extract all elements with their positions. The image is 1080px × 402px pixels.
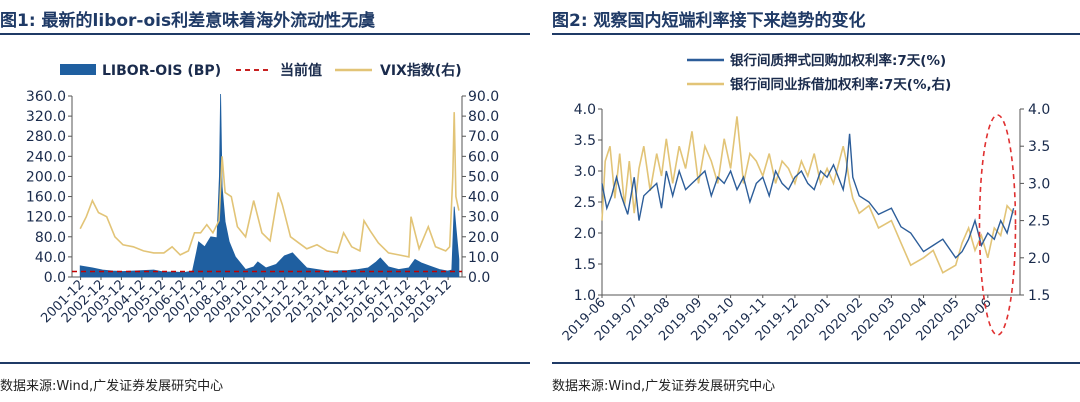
right-axis-tick-label: 4.0 <box>1028 102 1050 118</box>
legend-current-label: 当前值 <box>280 62 322 79</box>
left-axis-tick-label: 280.0 <box>26 129 66 145</box>
figure-1-bottom-rule <box>0 362 530 364</box>
right-axis-tick-label: 20.0 <box>468 230 499 246</box>
right-axis-tick-label: 60.0 <box>468 149 499 165</box>
right-axis-tick-label: 50.0 <box>468 169 499 185</box>
figure-1-title: 图1: 最新的libor-ois利差意味着海外流动性无虞 <box>0 11 376 31</box>
right-axis-tick-label: 80.0 <box>468 109 499 125</box>
figure-1-chart: 0.0 40.0 80.0 120.0 160.0 200.0 240.0 280.0 320.… <box>26 62 499 326</box>
left-axis-tick-label: 4.0 <box>574 102 596 118</box>
right-axis-tick-label: 40.0 <box>468 190 499 206</box>
left-axis-tick-label: 80.0 <box>35 230 66 246</box>
legend-vix-label: VIX指数(右) <box>380 62 462 79</box>
left-axis-tick-label: 0.0 <box>44 270 66 286</box>
repo-rate-line <box>601 133 1015 259</box>
figure-2-chart: 1.01.52.02.53.03.54.01.52.02.53.03.54.02… <box>560 52 1050 344</box>
vix-line <box>79 112 460 258</box>
left-axis-tick-label: 3.5 <box>574 133 596 149</box>
left-axis-tick-label: 2.5 <box>574 195 596 211</box>
figure-2-panel: 图2: 观察国内短端利率接下来趋势的变化 1.0 1.5 2.0 2.5 3.0 3.5 4… <box>552 0 1080 402</box>
left-axis-tick-label: 1.5 <box>574 257 596 273</box>
right-axis-tick-label: 0.0 <box>468 270 490 286</box>
legend-lending-label: 银行间同业拆借加权利率:7天(%,右) <box>730 76 951 93</box>
figure-2-bottom-rule <box>552 362 1080 364</box>
left-axis-tick-label: 320.0 <box>26 109 66 125</box>
libor-ois-area <box>79 93 460 278</box>
figure-2-top-rule <box>552 33 1080 35</box>
left-axis-tick-label: 200.0 <box>26 169 66 185</box>
right-axis-tick-label: 90.0 <box>468 89 499 105</box>
left-axis-tick-label: 360.0 <box>26 89 66 105</box>
left-axis-tick-label: 160.0 <box>26 190 66 206</box>
left-axis-tick-label: 1.0 <box>574 288 596 304</box>
left-axis-tick-label: 40.0 <box>35 250 66 266</box>
left-axis-tick-label: 240.0 <box>26 149 66 165</box>
right-axis-tick-label: 2.0 <box>1028 251 1050 267</box>
right-axis-tick-label: 2.5 <box>1028 214 1050 230</box>
figure-1-panel: 图1: 最新的libor-ois利差意味着海外流动性无虞 0.0 40.0 80.0… <box>0 0 536 402</box>
left-axis-tick-label: 120.0 <box>26 210 66 226</box>
right-axis-tick-label: 1.5 <box>1028 288 1050 304</box>
right-axis-tick-label: 70.0 <box>468 129 499 145</box>
legend-repo-label: 银行间质押式回购加权利率:7天(%) <box>730 52 946 69</box>
figure-1-top-rule <box>0 33 530 35</box>
right-axis-tick-label: 3.5 <box>1028 139 1050 155</box>
interbank-lending-rate-line <box>601 116 1015 274</box>
figure-2-source: 数据来源:Wind,广发证券发展研究中心 <box>552 379 776 394</box>
legend-libor-swatch <box>60 64 96 75</box>
left-axis-tick-label: 3.0 <box>574 164 596 180</box>
right-axis-tick-label: 30.0 <box>468 210 499 226</box>
left-axis-tick-label: 2.0 <box>574 226 596 242</box>
legend-libor-label: LIBOR-OIS (BP) <box>102 63 221 79</box>
highlight-ellipse <box>978 114 1017 336</box>
right-axis-tick-label: 10.0 <box>468 250 499 266</box>
figure-1-source: 数据来源:Wind,广发证券发展研究中心 <box>0 379 224 394</box>
right-axis-tick-label: 3.0 <box>1028 176 1050 192</box>
figure-2-title: 图2: 观察国内短端利率接下来趋势的变化 <box>552 11 866 31</box>
